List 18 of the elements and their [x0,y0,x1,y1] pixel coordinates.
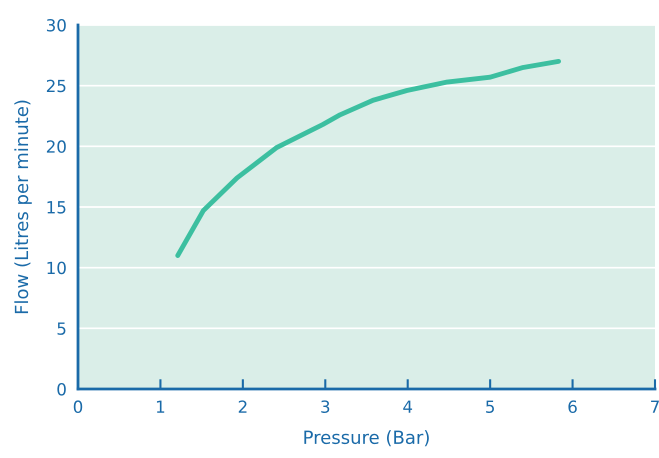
x-tick-label: 0 [74,400,82,414]
x-tick-label: 6 [568,400,577,414]
line-series [175,58,561,258]
x-tick-label: 5 [486,400,494,414]
y-tick-label: 0 [57,382,66,396]
x-tick-label: 7 [651,400,659,413]
x-tick-label: 3 [321,400,330,414]
x-tick-label: 1 [156,400,164,413]
y-tick-label: 20 [46,140,66,153]
x-tick-label: 4 [403,400,412,413]
y-tick-label: 15 [48,201,66,214]
y-axis-title: Flow (Litres per minute) [14,100,32,314]
y-tick-label: 30 [46,18,66,32]
y-tick-label: 25 [46,80,66,92]
x-tick-label: 2 [238,400,246,413]
x-axis-title: Pressure (Bar) [304,430,429,446]
y-tick-label: 5 [58,322,66,335]
y-tick-label: 10 [48,262,66,274]
